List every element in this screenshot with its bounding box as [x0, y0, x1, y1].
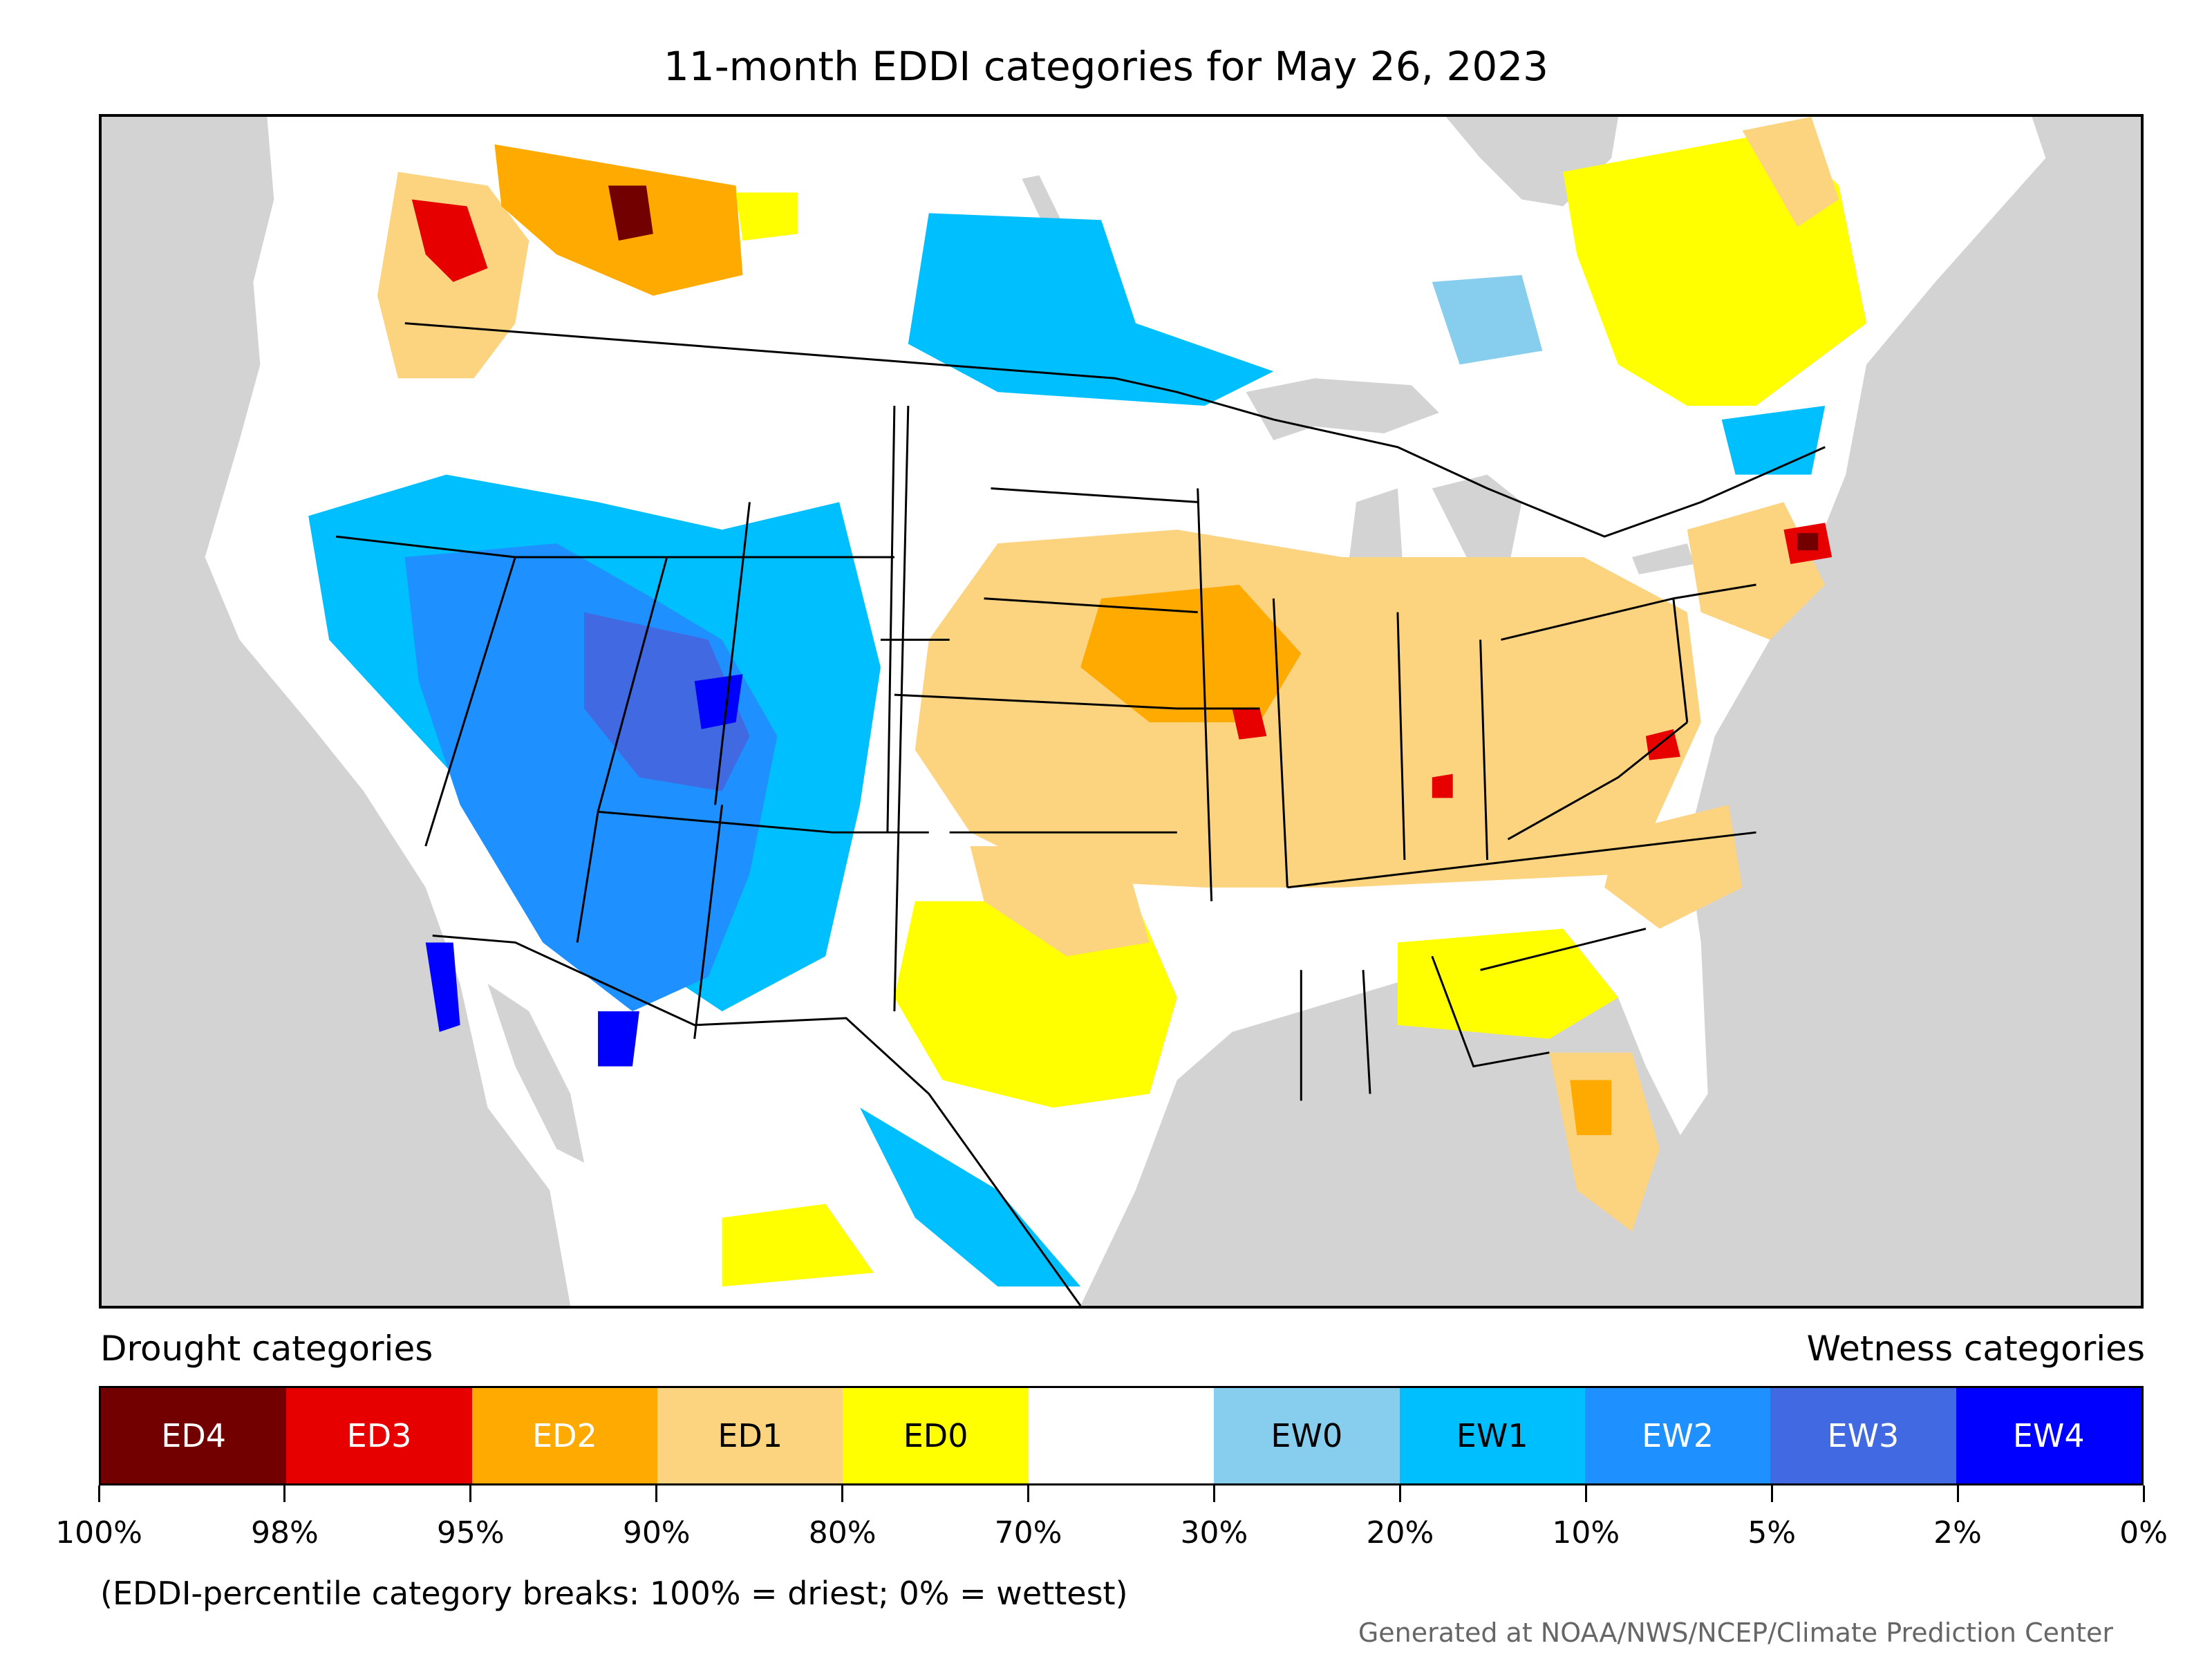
colorbar-tick: [283, 1485, 286, 1502]
category-colorbar: ED4 ED3 ED2 ED1 ED0 EW0 EW1 EW2 EW3 EW4: [99, 1386, 2144, 1485]
legend-cell-ed2: ED2: [471, 1388, 658, 1483]
legend-cell-ed3: ED3: [286, 1388, 472, 1483]
colorbar-tick-label: 90%: [622, 1515, 691, 1550]
patch-ed0-wa: [735, 192, 798, 241]
gulf-of-california: [487, 984, 585, 1163]
patch-ed4-newengland: [1797, 533, 1819, 551]
patch-ed2-florida: [1570, 1080, 1612, 1136]
drought-categories-heading: Drought categories: [100, 1329, 433, 1369]
colorbar-tick: [1770, 1485, 1773, 1502]
legend-cell-ew3: EW3: [1770, 1388, 1956, 1483]
state-lines-east: [1300, 583, 1756, 1101]
legend-cell-ew0: EW0: [1214, 1388, 1400, 1483]
colorbar-tick-label: 98%: [251, 1515, 319, 1550]
patch-ew0-quebec: [1432, 274, 1543, 365]
eddi-map: [99, 114, 2144, 1309]
legend-cell-ed0: ED0: [843, 1388, 1029, 1483]
colorbar-tick-label: 95%: [436, 1515, 505, 1550]
legend-cell-ed4: ED4: [101, 1388, 287, 1483]
colorbar-tick: [841, 1485, 844, 1502]
colorbar-tick-label: 30%: [1180, 1515, 1248, 1550]
colorbar-tick-label: 10%: [1552, 1515, 1620, 1550]
patch-ed0-texas: [894, 901, 1177, 1108]
patch-ew1-nb: [1721, 406, 1826, 475]
colorbar-ticks: [97, 1485, 2145, 1506]
state-lines-central: [893, 406, 1756, 1012]
lake-huron: [1432, 474, 1522, 571]
patch-ed1-florida: [1549, 1052, 1660, 1232]
legend-cell-ew2: EW2: [1584, 1388, 1771, 1483]
source-credit: Generated at NOAA/NWS/NCEP/Climate Predi…: [1358, 1618, 2113, 1648]
us-mexico-border: [432, 935, 1082, 1306]
patch-ed3-missouri: [1232, 709, 1267, 740]
state-lines-west: [335, 406, 950, 1039]
legend-cell-normal: [1028, 1388, 1215, 1483]
colorbar-tick: [1212, 1485, 1215, 1502]
patch-ed0-south-tx: [722, 1203, 874, 1287]
colorbar-tick: [1584, 1485, 1587, 1502]
colorbar-tick-label: 2%: [1933, 1515, 1982, 1550]
colorbar-tick: [1027, 1485, 1030, 1502]
colorbar-tick-label: 70%: [994, 1515, 1062, 1550]
map-title: 11-month EDDI categories for May 26, 202…: [663, 43, 1549, 90]
legend-cell-ed1: ED1: [657, 1388, 843, 1483]
boundaries: [335, 322, 1826, 1306]
colorbar-tick-label: 0%: [2119, 1515, 2168, 1550]
patch-ed3-kentucky: [1432, 774, 1453, 798]
colorbar-tick: [2142, 1485, 2145, 1502]
colorbar-tick-label: 20%: [1366, 1515, 1434, 1550]
colorbar-tick-label: 5%: [1747, 1515, 1797, 1550]
patch-ew1-tx: [860, 1107, 1081, 1287]
patch-ew1-canada: [908, 213, 1274, 406]
colorbar-tick: [1956, 1485, 1959, 1502]
wetness-categories-heading: Wetness categories: [1806, 1329, 2145, 1369]
colorbar-tick-label: 100%: [55, 1515, 142, 1550]
lake-ontario: [1631, 543, 1694, 574]
colorbar-tick-label: 80%: [808, 1515, 877, 1550]
category-break-note: (EDDI-percentile category breaks: 100% =…: [100, 1575, 1128, 1612]
patch-ew3-utah: [584, 612, 750, 791]
patch-ew4-arizona: [598, 1011, 639, 1067]
patch-ew4-utah: [694, 674, 743, 729]
patch-ed1-oklahoma: [970, 846, 1150, 957]
colorbar-tick: [97, 1485, 100, 1502]
legend-cell-ew1: EW1: [1399, 1388, 1585, 1483]
colorbar-tick: [1398, 1485, 1401, 1502]
patch-ed4-bc: [608, 185, 653, 241]
map-canvas: [205, 117, 2046, 1306]
patch-ed1-quebec: [1742, 117, 1839, 227]
patch-ed1-plains: [915, 529, 1701, 888]
patch-ed2-iowa: [1080, 584, 1302, 722]
patch-ed3-virginia: [1645, 729, 1680, 760]
colorbar-tick: [469, 1485, 472, 1502]
patch-ed3-cascades: [411, 199, 488, 282]
colorbar-tick: [655, 1485, 658, 1502]
patch-ew4-baja: [425, 942, 460, 1032]
patch-ed1-carolinas: [1604, 805, 1743, 929]
us-canada-border: [404, 322, 1826, 538]
legend-cell-ew4: EW4: [1956, 1388, 2141, 1483]
